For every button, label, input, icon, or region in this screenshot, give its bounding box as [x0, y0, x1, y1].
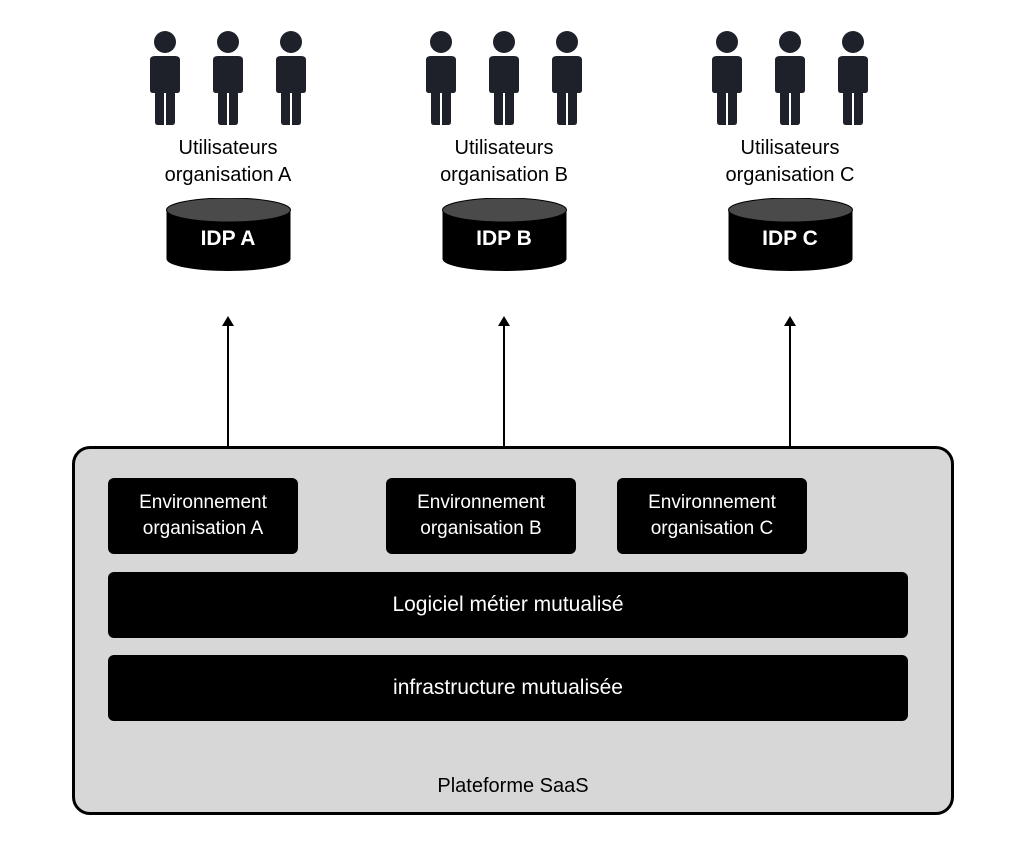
- user-label-b-line1: Utilisateurs: [455, 137, 554, 159]
- user-label-a: Utilisateurs organisation A: [165, 135, 292, 189]
- infra-box: infrastructure mutualisée: [108, 655, 908, 721]
- person-icon: [480, 30, 528, 125]
- person-icon: [766, 30, 814, 125]
- env-c-line1: Environnement: [648, 492, 776, 513]
- person-icon: [829, 30, 877, 125]
- env-box-a: Environnement organisation A: [108, 478, 298, 554]
- people-group-c: [703, 30, 877, 125]
- column-org-a: Utilisateurs organisation A IDP A: [128, 30, 328, 270]
- idp-cylinder-b: IDP B: [442, 207, 567, 270]
- person-icon: [141, 30, 189, 125]
- user-label-c-line2: organisation C: [726, 164, 855, 186]
- user-label-a-line2: organisation A: [165, 164, 292, 186]
- person-icon: [703, 30, 751, 125]
- env-box-b: Environnement organisation B: [386, 478, 576, 554]
- person-icon: [543, 30, 591, 125]
- idp-label-c: IDP C: [728, 227, 853, 251]
- column-org-c: Utilisateurs organisation C IDP C: [690, 30, 890, 270]
- env-box-c: Environnement organisation C: [617, 478, 807, 554]
- people-group-a: [141, 30, 315, 125]
- platform-label: Plateforme SaaS: [75, 775, 951, 798]
- idp-cylinder-a: IDP A: [166, 207, 291, 270]
- env-c-line2: organisation C: [651, 518, 774, 539]
- software-box: Logiciel métier mutualisé: [108, 572, 908, 638]
- idp-label-b: IDP B: [442, 227, 567, 251]
- person-icon: [417, 30, 465, 125]
- software-box-label: Logiciel métier mutualisé: [392, 593, 623, 617]
- infra-box-label: infrastructure mutualisée: [393, 676, 623, 700]
- person-icon: [267, 30, 315, 125]
- column-org-b: Utilisateurs organisation B IDP B: [404, 30, 604, 270]
- env-a-line2: organisation A: [143, 518, 263, 539]
- saas-architecture-diagram: Utilisateurs organisation A IDP A Utilis…: [0, 0, 1024, 868]
- env-a-line1: Environnement: [139, 492, 267, 513]
- person-icon: [204, 30, 252, 125]
- env-b-line1: Environnement: [417, 492, 545, 513]
- user-label-a-line1: Utilisateurs: [179, 137, 278, 159]
- idp-cylinder-c: IDP C: [728, 207, 853, 270]
- env-b-line2: organisation B: [420, 518, 541, 539]
- idp-label-a: IDP A: [166, 227, 291, 251]
- user-label-c-line1: Utilisateurs: [741, 137, 840, 159]
- user-label-b-line2: organisation B: [440, 164, 568, 186]
- user-label-c: Utilisateurs organisation C: [726, 135, 855, 189]
- user-label-b: Utilisateurs organisation B: [440, 135, 568, 189]
- people-group-b: [417, 30, 591, 125]
